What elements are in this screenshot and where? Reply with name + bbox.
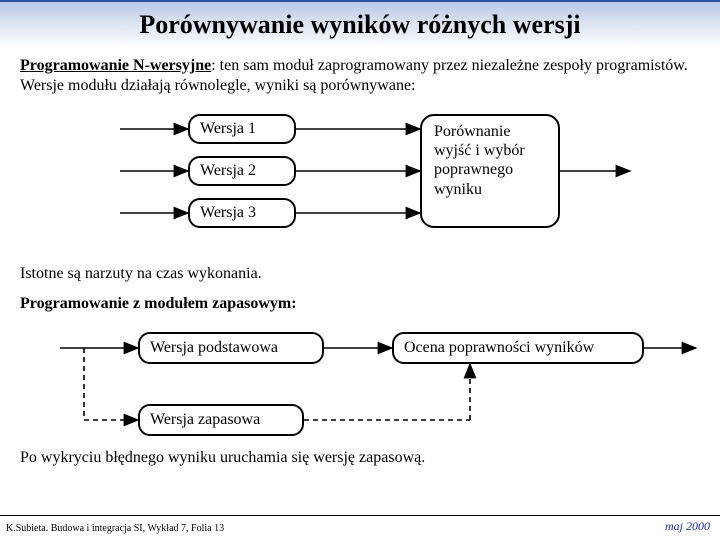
content-area: Programowanie N-wersyjne: ten sam moduł … [0, 48, 720, 468]
diagram-n-version: Wersja 1 Wersja 2 Wersja 3 Porównanie wyjś… [20, 106, 700, 256]
mid-text: Istotne są narzuty na czas wykonania. [20, 264, 700, 284]
box-main-version: Wersja podstawowa [138, 332, 324, 364]
header-band: Porównywanie wyników różnych wersji [0, 0, 720, 48]
footer-divider [0, 515, 720, 516]
version-box-3: Wersja 3 [188, 198, 296, 228]
box-evaluation: Ocena poprawności wyników [392, 332, 644, 364]
footer-right: maj 2000 [665, 519, 710, 534]
intro-bold: Programowanie N-wersyjne [20, 57, 211, 74]
para2-bold: Programowanie z modułem zapasowym: [20, 295, 297, 312]
diagram1-arrows [20, 106, 700, 256]
para2: Programowanie z modułem zapasowym: [20, 294, 700, 314]
closing-text: Po wykryciu błędnego wyniku uruchamia si… [20, 448, 700, 468]
version-box-1: Wersja 1 [188, 114, 296, 144]
comparator-box: Porównanie wyjść i wybór poprawnego wyni… [420, 114, 560, 228]
intro-paragraph: Programowanie N-wersyjne: ten sam moduł … [20, 56, 700, 96]
box-spare-version: Wersja zapasowa [138, 404, 304, 436]
diagram-spare-module: Wersja podstawowa Ocena poprawności wyni… [20, 324, 700, 444]
footer-left: K.Subieta. Budowa i integracja SI, Wykła… [6, 523, 224, 534]
version-box-2: Wersja 2 [188, 156, 296, 186]
page-title: Porównywanie wyników różnych wersji [139, 10, 580, 40]
